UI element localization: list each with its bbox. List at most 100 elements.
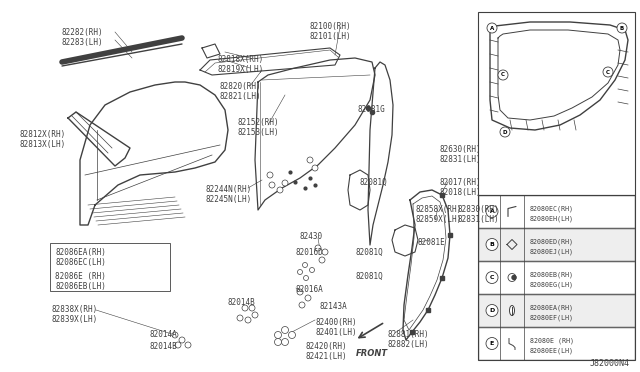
Text: 82244N(RH): 82244N(RH) [205,185,252,194]
Text: 82859X(LH): 82859X(LH) [415,215,461,224]
Circle shape [297,289,303,295]
Text: 82421(LH): 82421(LH) [305,352,347,361]
Circle shape [298,269,303,275]
Circle shape [310,267,314,273]
Text: 82153(LH): 82153(LH) [238,128,280,137]
Text: 82881(RH): 82881(RH) [387,330,429,339]
Text: 82838X(RH): 82838X(RH) [52,305,99,314]
Circle shape [305,295,311,301]
Text: 82143A: 82143A [320,302,348,311]
Text: 82086EA(RH): 82086EA(RH) [55,248,106,257]
Text: 82830(RH): 82830(RH) [458,205,500,214]
Circle shape [252,312,258,318]
Ellipse shape [509,305,515,315]
Text: 82014B: 82014B [228,298,256,307]
Circle shape [508,273,516,282]
Circle shape [486,337,498,350]
FancyBboxPatch shape [479,295,634,327]
Text: 82858X(RH): 82858X(RH) [415,205,461,214]
Text: A: A [490,26,494,31]
Text: 82080EJ(LH): 82080EJ(LH) [530,248,574,255]
Circle shape [303,276,308,280]
Text: 82831(LH): 82831(LH) [440,155,482,164]
Text: B: B [490,242,495,247]
Circle shape [315,245,321,251]
Text: 82080EA(RH): 82080EA(RH) [530,304,574,311]
Text: 82086E (RH): 82086E (RH) [55,272,106,281]
Circle shape [242,305,248,311]
Text: 82080EC(RH): 82080EC(RH) [530,205,574,212]
Text: 82080EH(LH): 82080EH(LH) [530,215,574,222]
Circle shape [172,332,178,338]
Text: 82401(LH): 82401(LH) [315,328,356,337]
Text: C: C [490,275,494,280]
Text: 82017(RH): 82017(RH) [440,178,482,187]
Text: 82882(LH): 82882(LH) [387,340,429,349]
Circle shape [179,337,185,343]
Text: C: C [606,70,610,74]
Text: 82081Q: 82081Q [355,272,383,281]
Text: 82430: 82430 [300,232,323,241]
Circle shape [322,249,328,255]
Circle shape [312,165,318,171]
Circle shape [282,180,288,186]
Text: 82420(RH): 82420(RH) [305,342,347,351]
Circle shape [175,342,181,348]
Circle shape [299,302,305,308]
Circle shape [269,182,275,188]
Circle shape [277,187,283,193]
Text: 82821(LH): 82821(LH) [220,92,262,101]
Text: 82839X(LH): 82839X(LH) [52,315,99,324]
Text: 82018(LH): 82018(LH) [440,188,482,197]
Text: 82080EB(RH): 82080EB(RH) [530,271,574,278]
Text: 82101(LH): 82101(LH) [310,32,351,41]
FancyBboxPatch shape [50,243,170,291]
FancyBboxPatch shape [478,195,635,360]
Circle shape [275,331,282,339]
Text: 82081Q: 82081Q [360,178,388,187]
Text: 82014B: 82014B [150,342,178,351]
Text: 82086EB(LH): 82086EB(LH) [55,282,106,291]
Circle shape [486,305,498,317]
Text: FRONT: FRONT [356,349,388,357]
Text: 82014A: 82014A [150,330,178,339]
Circle shape [603,67,613,77]
Text: 82630(RH): 82630(RH) [440,145,482,154]
Text: 82080EF(LH): 82080EF(LH) [530,314,574,321]
Circle shape [512,276,516,279]
Circle shape [282,339,289,346]
Text: 82819X(LH): 82819X(LH) [218,65,264,74]
Text: 82831(LH): 82831(LH) [458,215,500,224]
FancyBboxPatch shape [479,228,634,260]
Text: 82282(RH): 82282(RH) [62,28,104,37]
Text: D: D [503,129,508,135]
Text: 82245N(LH): 82245N(LH) [205,195,252,204]
Circle shape [486,272,498,283]
Circle shape [237,315,243,321]
Circle shape [498,70,508,80]
Text: 82812X(RH): 82812X(RH) [20,130,67,139]
Text: D: D [490,308,495,313]
Circle shape [249,305,255,311]
Text: 82081Q: 82081Q [355,248,383,257]
Circle shape [275,339,282,346]
Text: 82086EC(LH): 82086EC(LH) [55,258,106,267]
Text: 82080EE(LH): 82080EE(LH) [530,347,574,354]
Circle shape [319,257,325,263]
Circle shape [486,205,498,218]
Text: 82100(RH): 82100(RH) [310,22,351,31]
Text: 82080E (RH): 82080E (RH) [530,337,574,344]
Circle shape [289,331,296,339]
Circle shape [185,342,191,348]
Text: 82813X(LH): 82813X(LH) [20,140,67,149]
Text: 82016D: 82016D [296,248,324,257]
Text: J82000N4: J82000N4 [590,359,630,368]
Text: 82283(LH): 82283(LH) [62,38,104,47]
Circle shape [617,23,627,33]
Text: 82081G: 82081G [358,105,386,114]
Text: A: A [490,209,495,214]
Circle shape [303,263,307,267]
FancyBboxPatch shape [479,262,634,294]
Circle shape [282,327,289,334]
Text: 82016A: 82016A [296,285,324,294]
